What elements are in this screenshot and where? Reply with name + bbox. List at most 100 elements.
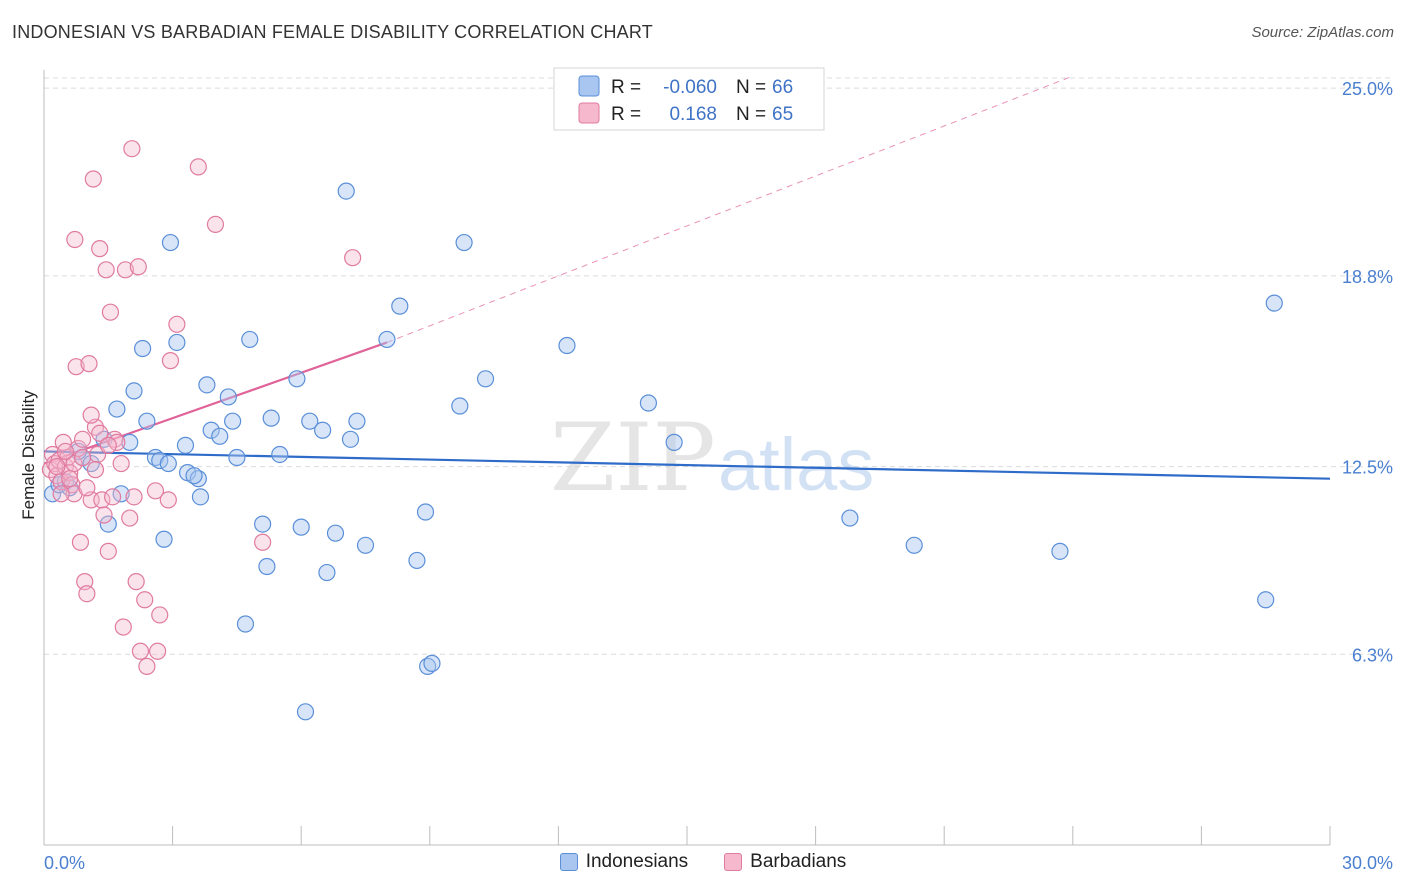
barbadian-point: [73, 448, 92, 467]
indonesians-trendline: [43, 450, 1331, 480]
barbadian-point: [206, 215, 225, 233]
legend-n-label-1: N =: [736, 77, 766, 98]
indonesian-point: [99, 515, 117, 533]
indonesian-point: [841, 509, 859, 527]
indonesian-point: [211, 427, 229, 445]
legend-r-value-1: -0.060: [663, 77, 717, 98]
barbadian-point: [52, 485, 70, 503]
indonesian-point: [254, 515, 272, 533]
barbadian-point: [121, 509, 139, 527]
indonesian-point: [296, 703, 315, 721]
barbadian-point: [127, 573, 145, 591]
indonesian-point: [341, 430, 360, 448]
indonesian-point: [391, 297, 409, 315]
indonesian-point: [258, 557, 276, 576]
barbadian-point: [99, 542, 117, 560]
indonesian-point: [262, 409, 280, 427]
indonesians-points: [43, 182, 1283, 721]
legend-n-value-1: 66: [772, 77, 793, 98]
indonesian-point: [236, 615, 255, 633]
indonesian-point: [455, 233, 473, 252]
indonesians-label: Indonesians: [585, 851, 689, 872]
barbadian-point: [97, 261, 115, 279]
indonesian-point: [198, 376, 216, 394]
indonesian-point: [108, 400, 126, 418]
indonesian-point: [314, 421, 332, 439]
legend-swatch-blue: [578, 75, 600, 97]
indonesian-point: [408, 551, 426, 570]
indonesian-point: [639, 394, 658, 412]
indonesian-point: [476, 370, 495, 388]
barbadian-point: [168, 315, 186, 333]
barbadian-point: [103, 488, 122, 506]
indonesian-point: [378, 330, 396, 349]
barbadians-trendline-extension: [386, 75, 1073, 343]
indonesian-point: [219, 388, 237, 406]
indonesian-point: [176, 436, 195, 454]
indonesian-point: [905, 536, 923, 554]
barbadian-point: [95, 506, 113, 524]
indonesian-point: [159, 454, 177, 473]
barbadian-point: [82, 406, 100, 424]
barbadian-point: [67, 358, 85, 376]
y-tick-labels: 6.3% 12.5% 18.8% 25.0%: [1342, 79, 1393, 665]
series-legend: Indonesians Barbadians: [0, 851, 1406, 873]
barbadian-point: [69, 439, 87, 458]
x-tick-label-max: 30.0%: [1342, 853, 1393, 873]
legend-r-label-2: R =: [611, 104, 641, 125]
barbadian-point: [129, 258, 147, 276]
chart-title: INDONESIAN VS BARBADIAN FEMALE DISABILIT…: [12, 22, 653, 42]
indonesian-point: [423, 654, 441, 672]
barbadian-point: [125, 488, 143, 506]
watermark-zip: ZIP: [550, 404, 716, 513]
barbadian-point: [254, 533, 272, 551]
indonesian-point: [161, 233, 180, 252]
barbadian-point: [106, 430, 124, 448]
barbadian-point: [61, 470, 79, 488]
barbadians-swatch: [724, 853, 743, 871]
indonesian-point: [133, 339, 152, 358]
legend-item-indonesians[interactable]: Indonesians: [559, 851, 689, 873]
barbadian-point: [131, 642, 150, 660]
indonesian-point: [288, 370, 306, 388]
barbadian-point: [101, 303, 120, 321]
indonesian-point: [138, 412, 156, 430]
barbadian-point: [56, 442, 75, 461]
barbadian-point: [138, 657, 156, 675]
gridlines: [44, 77, 1392, 655]
barbadians-points: [41, 140, 362, 675]
indonesian-point: [125, 382, 143, 400]
legend-r-value-2: 0.168: [669, 104, 717, 125]
legend-n-value-2: 65: [772, 104, 793, 125]
barbadian-point: [189, 158, 207, 176]
indonesian-point: [301, 412, 319, 430]
indonesian-point: [356, 536, 375, 554]
x-tick-label-min: 0.0%: [44, 853, 85, 873]
source-credit: Source: ZipAtlas.com: [1251, 24, 1394, 41]
barbadians-label: Barbadians: [750, 851, 847, 872]
indonesians-swatch: [559, 853, 578, 871]
indonesian-point: [228, 448, 246, 467]
barbadian-point: [99, 436, 117, 454]
indonesian-point: [416, 503, 435, 521]
barbadian-point: [161, 352, 180, 370]
barbadian-point: [73, 430, 92, 448]
indonesian-point: [337, 182, 355, 200]
barbadian-point: [71, 533, 90, 551]
barbadian-point: [78, 479, 96, 497]
indonesian-point: [348, 412, 366, 430]
indonesian-point: [558, 336, 576, 355]
indonesian-point: [168, 333, 186, 352]
barbadian-point: [91, 240, 109, 258]
watermark-atlas: atlas: [718, 423, 874, 506]
indonesian-point: [1265, 294, 1283, 312]
x-tick-labels: 0.0% 30.0%: [44, 853, 1393, 873]
legend-item-barbadians[interactable]: Barbadians: [724, 851, 846, 873]
watermark: ZIP atlas: [550, 404, 874, 513]
barbadian-point: [112, 454, 130, 473]
indonesian-point: [292, 518, 310, 536]
y-tick-label: 18.8%: [1342, 267, 1393, 287]
indonesian-point: [1257, 591, 1275, 609]
barbadian-point: [91, 424, 109, 442]
indonesian-point: [665, 433, 683, 451]
